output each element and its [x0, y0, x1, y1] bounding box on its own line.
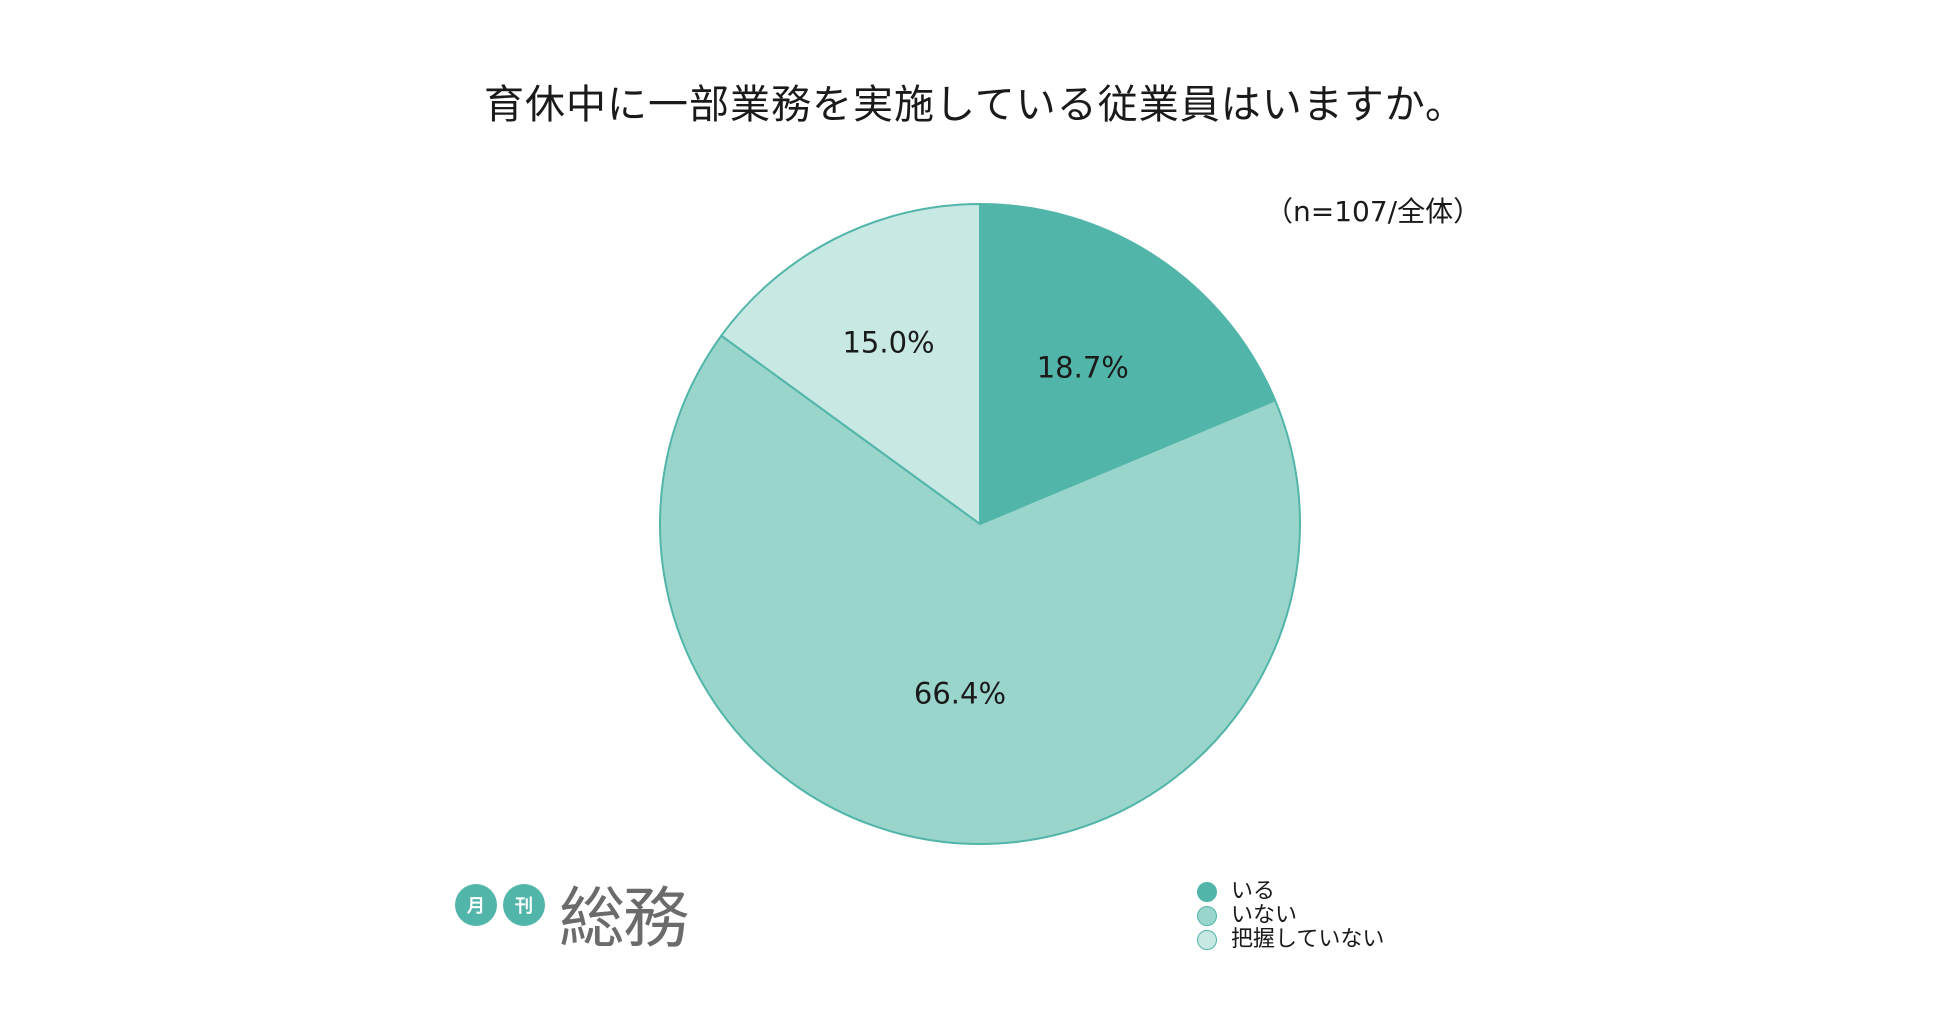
legend-label-inai: いない: [1231, 903, 1298, 928]
legend-label-iru: いる: [1231, 879, 1276, 904]
legend-item-haaku-shiteinai: 把握していない: [1197, 928, 1384, 952]
legend-item-inai: いない: [1197, 904, 1384, 928]
pie-slice-inai: [659, 334, 1301, 845]
logo-wordmark: 総務: [559, 880, 689, 957]
pie-label-iru: 18.7%: [1037, 350, 1129, 384]
pie-label-haaku-shiteinai: 15.0%: [842, 325, 934, 359]
legend-swatch-haaku-shiteinai: [1197, 930, 1217, 950]
pie-label-inai: 66.4%: [914, 677, 1006, 711]
chart-legend: いる いない 把握していない: [1197, 880, 1384, 952]
pie-slice-iru: [979, 203, 1277, 525]
chart-title: 育休中に一部業務を実施している従業員はいますか。: [484, 82, 1466, 128]
pie-labels: 18.7% 66.4% 15.0%: [842, 325, 1128, 710]
legend-item-iru: いる: [1197, 880, 1384, 904]
logo-badge-kan: 刊: [503, 884, 545, 926]
legend-swatch-iru: [1197, 882, 1217, 902]
gekkan-somu-logo: 月 刊 総務: [455, 878, 689, 960]
sample-size-note: （n=107/全体）: [1265, 195, 1482, 228]
logo-badge-getsu: 月: [455, 884, 497, 926]
legend-swatch-inai: [1197, 906, 1217, 926]
pie-slices: [659, 203, 1301, 845]
pie-slice-haaku-shiteinai: [720, 203, 981, 525]
legend-label-haaku-shiteinai: 把握していない: [1231, 927, 1385, 952]
